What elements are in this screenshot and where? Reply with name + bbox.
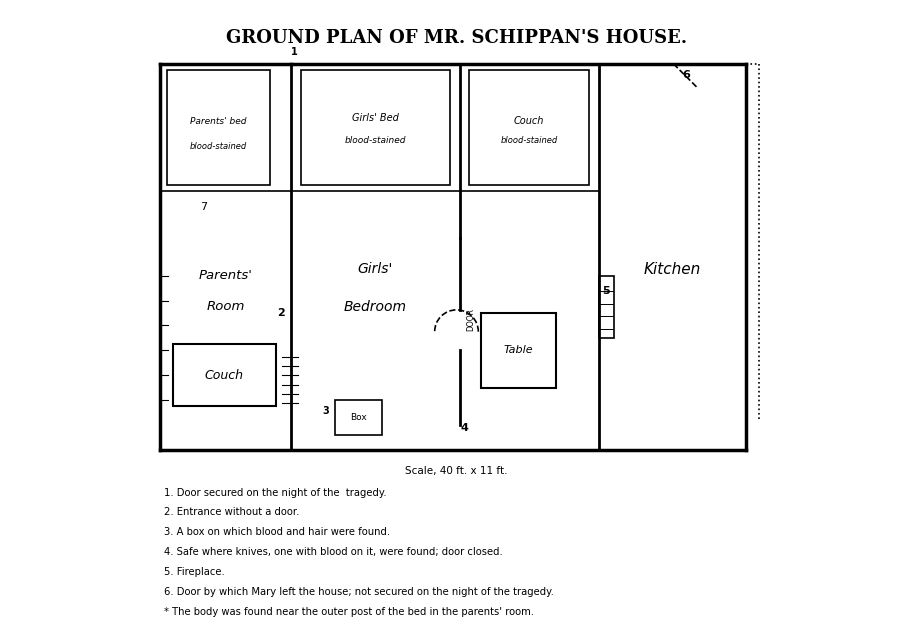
Text: 5: 5: [602, 286, 609, 296]
Text: 3: 3: [322, 406, 329, 416]
FancyBboxPatch shape: [335, 400, 382, 434]
Text: Girls': Girls': [358, 262, 394, 276]
Text: 4: 4: [461, 423, 468, 433]
Text: Scale, 40 ft. x 11 ft.: Scale, 40 ft. x 11 ft.: [405, 466, 508, 476]
Text: 2: 2: [278, 308, 285, 318]
Text: 5. Fireplace.: 5. Fireplace.: [163, 567, 225, 577]
Text: DOOR: DOOR: [466, 308, 475, 331]
FancyBboxPatch shape: [173, 344, 276, 406]
FancyBboxPatch shape: [599, 275, 614, 338]
FancyBboxPatch shape: [469, 70, 589, 185]
Text: GROUND PLAN OF MR. SCHIPPAN'S HOUSE.: GROUND PLAN OF MR. SCHIPPAN'S HOUSE.: [226, 29, 687, 48]
Text: 1: 1: [291, 48, 298, 58]
Text: blood-stained: blood-stained: [345, 136, 406, 145]
FancyBboxPatch shape: [300, 70, 450, 185]
FancyBboxPatch shape: [481, 313, 556, 387]
Text: 1. Door secured on the night of the  tragedy.: 1. Door secured on the night of the trag…: [163, 488, 386, 498]
Text: blood-stained: blood-stained: [500, 136, 558, 145]
FancyBboxPatch shape: [167, 70, 269, 185]
Text: Couch: Couch: [514, 116, 544, 126]
Text: 6: 6: [682, 70, 690, 80]
Text: 4. Safe where knives, one with blood on it, were found; door closed.: 4. Safe where knives, one with blood on …: [163, 547, 502, 557]
Text: blood-stained: blood-stained: [190, 141, 247, 151]
Text: Kitchen: Kitchen: [644, 262, 701, 277]
Text: 7: 7: [201, 202, 207, 212]
Text: Bedroom: Bedroom: [344, 300, 407, 314]
Text: 6. Door by which Mary left the house; not secured on the night of the tragedy.: 6. Door by which Mary left the house; no…: [163, 587, 553, 597]
Text: Parents' bed: Parents' bed: [190, 117, 247, 126]
Text: Girls' Bed: Girls' Bed: [352, 113, 399, 123]
Text: * The body was found near the outer post of the bed in the parents' room.: * The body was found near the outer post…: [163, 607, 533, 617]
Text: Room: Room: [206, 300, 245, 313]
Text: 2. Entrance without a door.: 2. Entrance without a door.: [163, 508, 299, 518]
Text: 3. A box on which blood and hair were found.: 3. A box on which blood and hair were fo…: [163, 527, 390, 537]
Text: Box: Box: [350, 413, 367, 422]
Text: Parents': Parents': [199, 269, 253, 282]
Text: Couch: Couch: [205, 369, 244, 382]
Text: Table: Table: [504, 346, 533, 356]
